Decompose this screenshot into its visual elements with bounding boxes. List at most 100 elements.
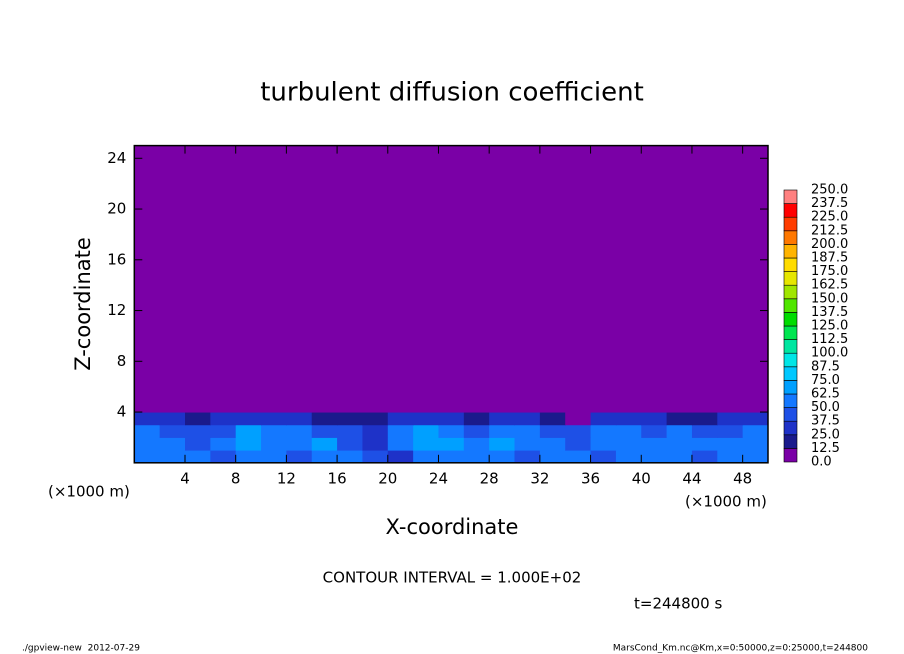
y-tick-label: 8 [117, 352, 127, 370]
cell [742, 412, 769, 426]
colorbar-cell [783, 203, 798, 218]
x-tick-label: 32 [530, 469, 549, 487]
cell [641, 450, 668, 464]
cell [210, 437, 237, 451]
x-tick-label: 44 [682, 469, 701, 487]
cell [235, 424, 262, 438]
cell [641, 424, 668, 438]
cell [184, 437, 211, 451]
cell [514, 412, 541, 426]
colorbar-label: 12.5 [811, 441, 840, 456]
cell [463, 450, 490, 464]
cell [184, 450, 211, 464]
cell [666, 145, 693, 413]
cell [615, 450, 642, 464]
cell [210, 450, 237, 464]
cell [615, 145, 642, 413]
cell [235, 437, 262, 451]
y-tick-label: 16 [107, 250, 126, 268]
x-tick-label: 48 [733, 469, 752, 487]
x-tick-label: 20 [378, 469, 397, 487]
cell [311, 424, 338, 438]
colorbar-cell [783, 230, 798, 245]
x-tick-label: 40 [632, 469, 651, 487]
cell [362, 424, 389, 438]
cell [184, 145, 211, 413]
cell [615, 424, 642, 438]
cell [387, 145, 414, 413]
cell [134, 424, 161, 438]
cell [134, 412, 161, 426]
cell [159, 424, 186, 438]
chart-title: turbulent diffusion coefficient [260, 78, 644, 108]
cell [362, 437, 389, 451]
colorbar-cell [783, 298, 798, 313]
cell [463, 437, 490, 451]
cell [539, 424, 566, 438]
x-tick-label: 4 [180, 469, 190, 487]
cell [691, 437, 718, 451]
colorbar-label: 50.0 [811, 400, 840, 415]
cell [438, 145, 465, 413]
cell [438, 424, 465, 438]
x-tick-label: 24 [429, 469, 448, 487]
cell [438, 412, 465, 426]
cell [261, 450, 287, 464]
cell [438, 450, 465, 464]
cell [362, 450, 389, 464]
y-tick-label: 24 [107, 149, 126, 167]
cell [641, 412, 668, 426]
cell [337, 145, 363, 413]
cell [337, 412, 363, 426]
cell [235, 412, 262, 426]
colorbar-label: 87.5 [811, 359, 840, 374]
cell [413, 450, 439, 464]
cell [210, 145, 237, 413]
cell [691, 424, 718, 438]
cell [641, 145, 668, 413]
colorbar-cell [783, 393, 798, 408]
cell [286, 145, 313, 413]
colorbar-cell [783, 312, 798, 327]
colorbar-label: 250.0 [811, 183, 848, 198]
contour-interval: CONTOUR INTERVAL = 1.000E+02 [323, 569, 582, 587]
cell [134, 450, 161, 464]
cell [539, 412, 566, 426]
colorbar-cell [783, 448, 798, 463]
cell [666, 450, 693, 464]
cell [362, 412, 389, 426]
cell [210, 424, 237, 438]
colorbar-cell [783, 325, 798, 340]
cell [311, 412, 338, 426]
x-unit-label: (×1000 m) [685, 493, 767, 511]
cell [159, 450, 186, 464]
field [134, 145, 769, 464]
colorbar-label: 25.0 [811, 427, 840, 442]
colorbar-label: 225.0 [811, 210, 848, 225]
cell [565, 412, 592, 426]
cell [514, 145, 541, 413]
cell [413, 437, 439, 451]
cell [489, 437, 516, 451]
cell [337, 450, 363, 464]
cell [261, 412, 287, 426]
cell [666, 437, 693, 451]
cell [691, 145, 718, 413]
cell [286, 437, 313, 451]
x-tick-label: 36 [581, 469, 600, 487]
cell [590, 145, 617, 413]
cell [489, 424, 516, 438]
cell [539, 145, 566, 413]
cell [514, 437, 541, 451]
cell [261, 437, 287, 451]
cell [184, 412, 211, 426]
cell [235, 145, 262, 413]
cell [615, 412, 642, 426]
cell [514, 450, 541, 464]
colorbar-label: 112.5 [811, 332, 848, 347]
colorbar-label: 75.0 [811, 373, 840, 388]
cell [565, 424, 592, 438]
cell [387, 412, 414, 426]
cell [413, 145, 439, 413]
